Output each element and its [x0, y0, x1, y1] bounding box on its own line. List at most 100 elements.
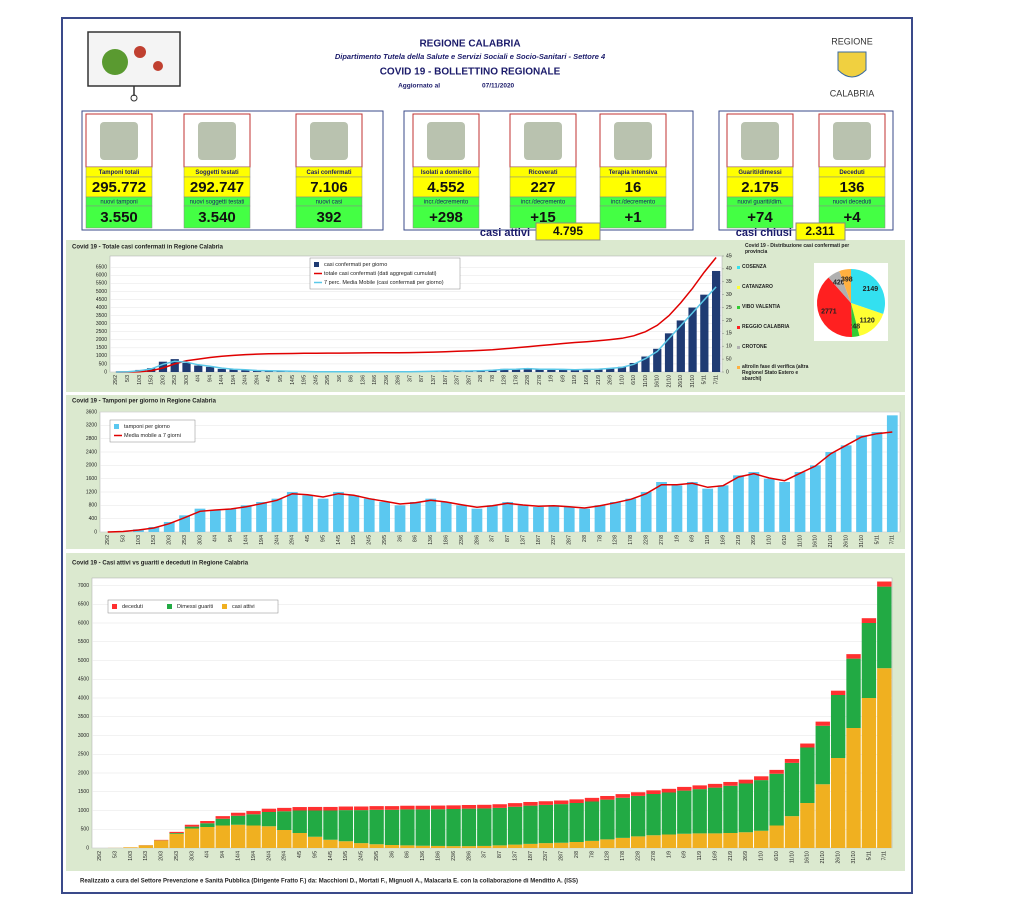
- x-tick-label: 9/5: [320, 535, 326, 542]
- bar: [825, 452, 837, 532]
- x-tick-label: 2/8: [582, 535, 588, 542]
- bar: [194, 365, 203, 372]
- tile-value: 7.106: [310, 179, 348, 196]
- legend-swatch: [737, 266, 740, 269]
- bar-segment: [507, 803, 523, 807]
- bar-segment: [292, 807, 307, 811]
- x-tick-label: 13/6: [360, 375, 366, 385]
- bar-segment: [692, 785, 707, 790]
- bar-segment: [492, 845, 507, 848]
- bar-segment: [384, 806, 400, 810]
- bar: [502, 502, 514, 532]
- bar: [641, 356, 650, 372]
- bar-segment: [584, 801, 600, 841]
- x-tick-label: 5/3: [120, 535, 126, 542]
- x-tick-label: 25/3: [182, 535, 188, 545]
- tile-label: Ricoverati: [528, 170, 557, 176]
- bar-segment: [538, 801, 554, 805]
- delta-label: nuovi deceduti: [833, 200, 872, 206]
- bar: [594, 505, 606, 532]
- x-tick-label: 26/9: [608, 375, 614, 385]
- delta-label: incr./decremento: [521, 200, 566, 206]
- delta-value-box: [726, 205, 794, 229]
- y-tick-label: 3500: [78, 714, 89, 720]
- bar-segment: [169, 831, 184, 833]
- delta-label: incr./decremento: [424, 200, 469, 206]
- legend-swatch: [222, 604, 227, 609]
- bar: [523, 368, 532, 372]
- x-tick-label: 18/7: [536, 535, 542, 545]
- x-tick-label: 20/3: [160, 375, 166, 385]
- delta-value-box: [599, 205, 667, 229]
- bar-segment: [754, 780, 769, 831]
- x-tick-label: 25/3: [174, 851, 180, 861]
- x-tick-label: 14/5: [290, 375, 296, 385]
- delta-label: nuovi guariti/dim.: [737, 200, 783, 206]
- x-tick-label: 7/11: [890, 535, 896, 545]
- bar-segment: [661, 792, 677, 835]
- pie-label: 420: [833, 279, 845, 286]
- legend-box: [107, 599, 279, 614]
- bar: [229, 369, 238, 372]
- bar-segment: [877, 668, 892, 848]
- pie-slice: [839, 269, 851, 303]
- delta-label: nuovi casi: [316, 200, 343, 206]
- x-tick-label: 18/7: [528, 851, 534, 861]
- bar-segment: [400, 805, 415, 810]
- bar: [676, 320, 685, 372]
- x-tick-label: 19/4: [251, 851, 257, 861]
- x-tick-label: 6/10: [774, 851, 780, 861]
- y-tick-label: 2000: [86, 463, 97, 469]
- legend-swatch: [737, 286, 740, 289]
- bar-segment: [184, 826, 200, 829]
- bar: [511, 369, 521, 372]
- x-tick-label: 24/5: [313, 375, 319, 385]
- tile-label: Tamponi totali: [99, 170, 140, 176]
- bar-segment: [846, 728, 861, 848]
- bar: [711, 270, 721, 372]
- bar: [241, 369, 250, 372]
- bar-segment: [830, 695, 846, 758]
- x-tick-label: 7/8: [597, 535, 603, 542]
- bar: [748, 472, 760, 532]
- bar: [763, 478, 775, 532]
- active-value: 4.795: [553, 224, 583, 238]
- x-tick-label: 1/10: [619, 375, 625, 385]
- bar-segment: [461, 846, 477, 848]
- x-tick-label: 31/10: [690, 375, 696, 388]
- x-tick-label: 27/8: [651, 851, 657, 861]
- x-tick-label: 14/4: [219, 375, 225, 385]
- bar-segment: [723, 785, 738, 833]
- x-tick-label: 29/2: [97, 851, 103, 861]
- bar-segment: [338, 810, 354, 842]
- bar-segment: [584, 840, 600, 848]
- x-tick-label: 14/4: [235, 851, 241, 861]
- y-tick-label: 5500: [78, 639, 89, 645]
- x-tick-label: 10/3: [137, 375, 143, 385]
- bar: [179, 515, 190, 532]
- pie-label: 2771: [821, 309, 837, 316]
- x-tick-label: 7/11: [882, 851, 888, 861]
- x-tick-label: 5/11: [874, 535, 880, 545]
- y-tick-label: 0: [86, 845, 89, 851]
- pie-label: 2149: [863, 286, 879, 293]
- x-tick-label: 11/10: [789, 851, 795, 863]
- x-tick-label: 1/10: [767, 535, 773, 545]
- y-tick-label: 6500: [78, 602, 89, 608]
- x-tick-label: 21/9: [736, 535, 742, 545]
- bar-segment: [215, 818, 230, 826]
- bar: [606, 368, 615, 372]
- bar: [871, 432, 883, 532]
- bar: [794, 472, 806, 532]
- x-tick-label: 1/9: [666, 851, 672, 858]
- bar-segment: [815, 784, 830, 848]
- bar: [488, 369, 497, 372]
- text-box: VIBO VALENTIA: [742, 304, 780, 310]
- bar-segment: [323, 839, 338, 848]
- bar-segment: [769, 825, 784, 848]
- chart-title: Covid 19 - Totale casi confermati in Reg…: [72, 245, 224, 251]
- x-tick-label: 15/3: [149, 375, 155, 385]
- text: COSENZA: [742, 263, 767, 270]
- bar-segment: [415, 845, 430, 848]
